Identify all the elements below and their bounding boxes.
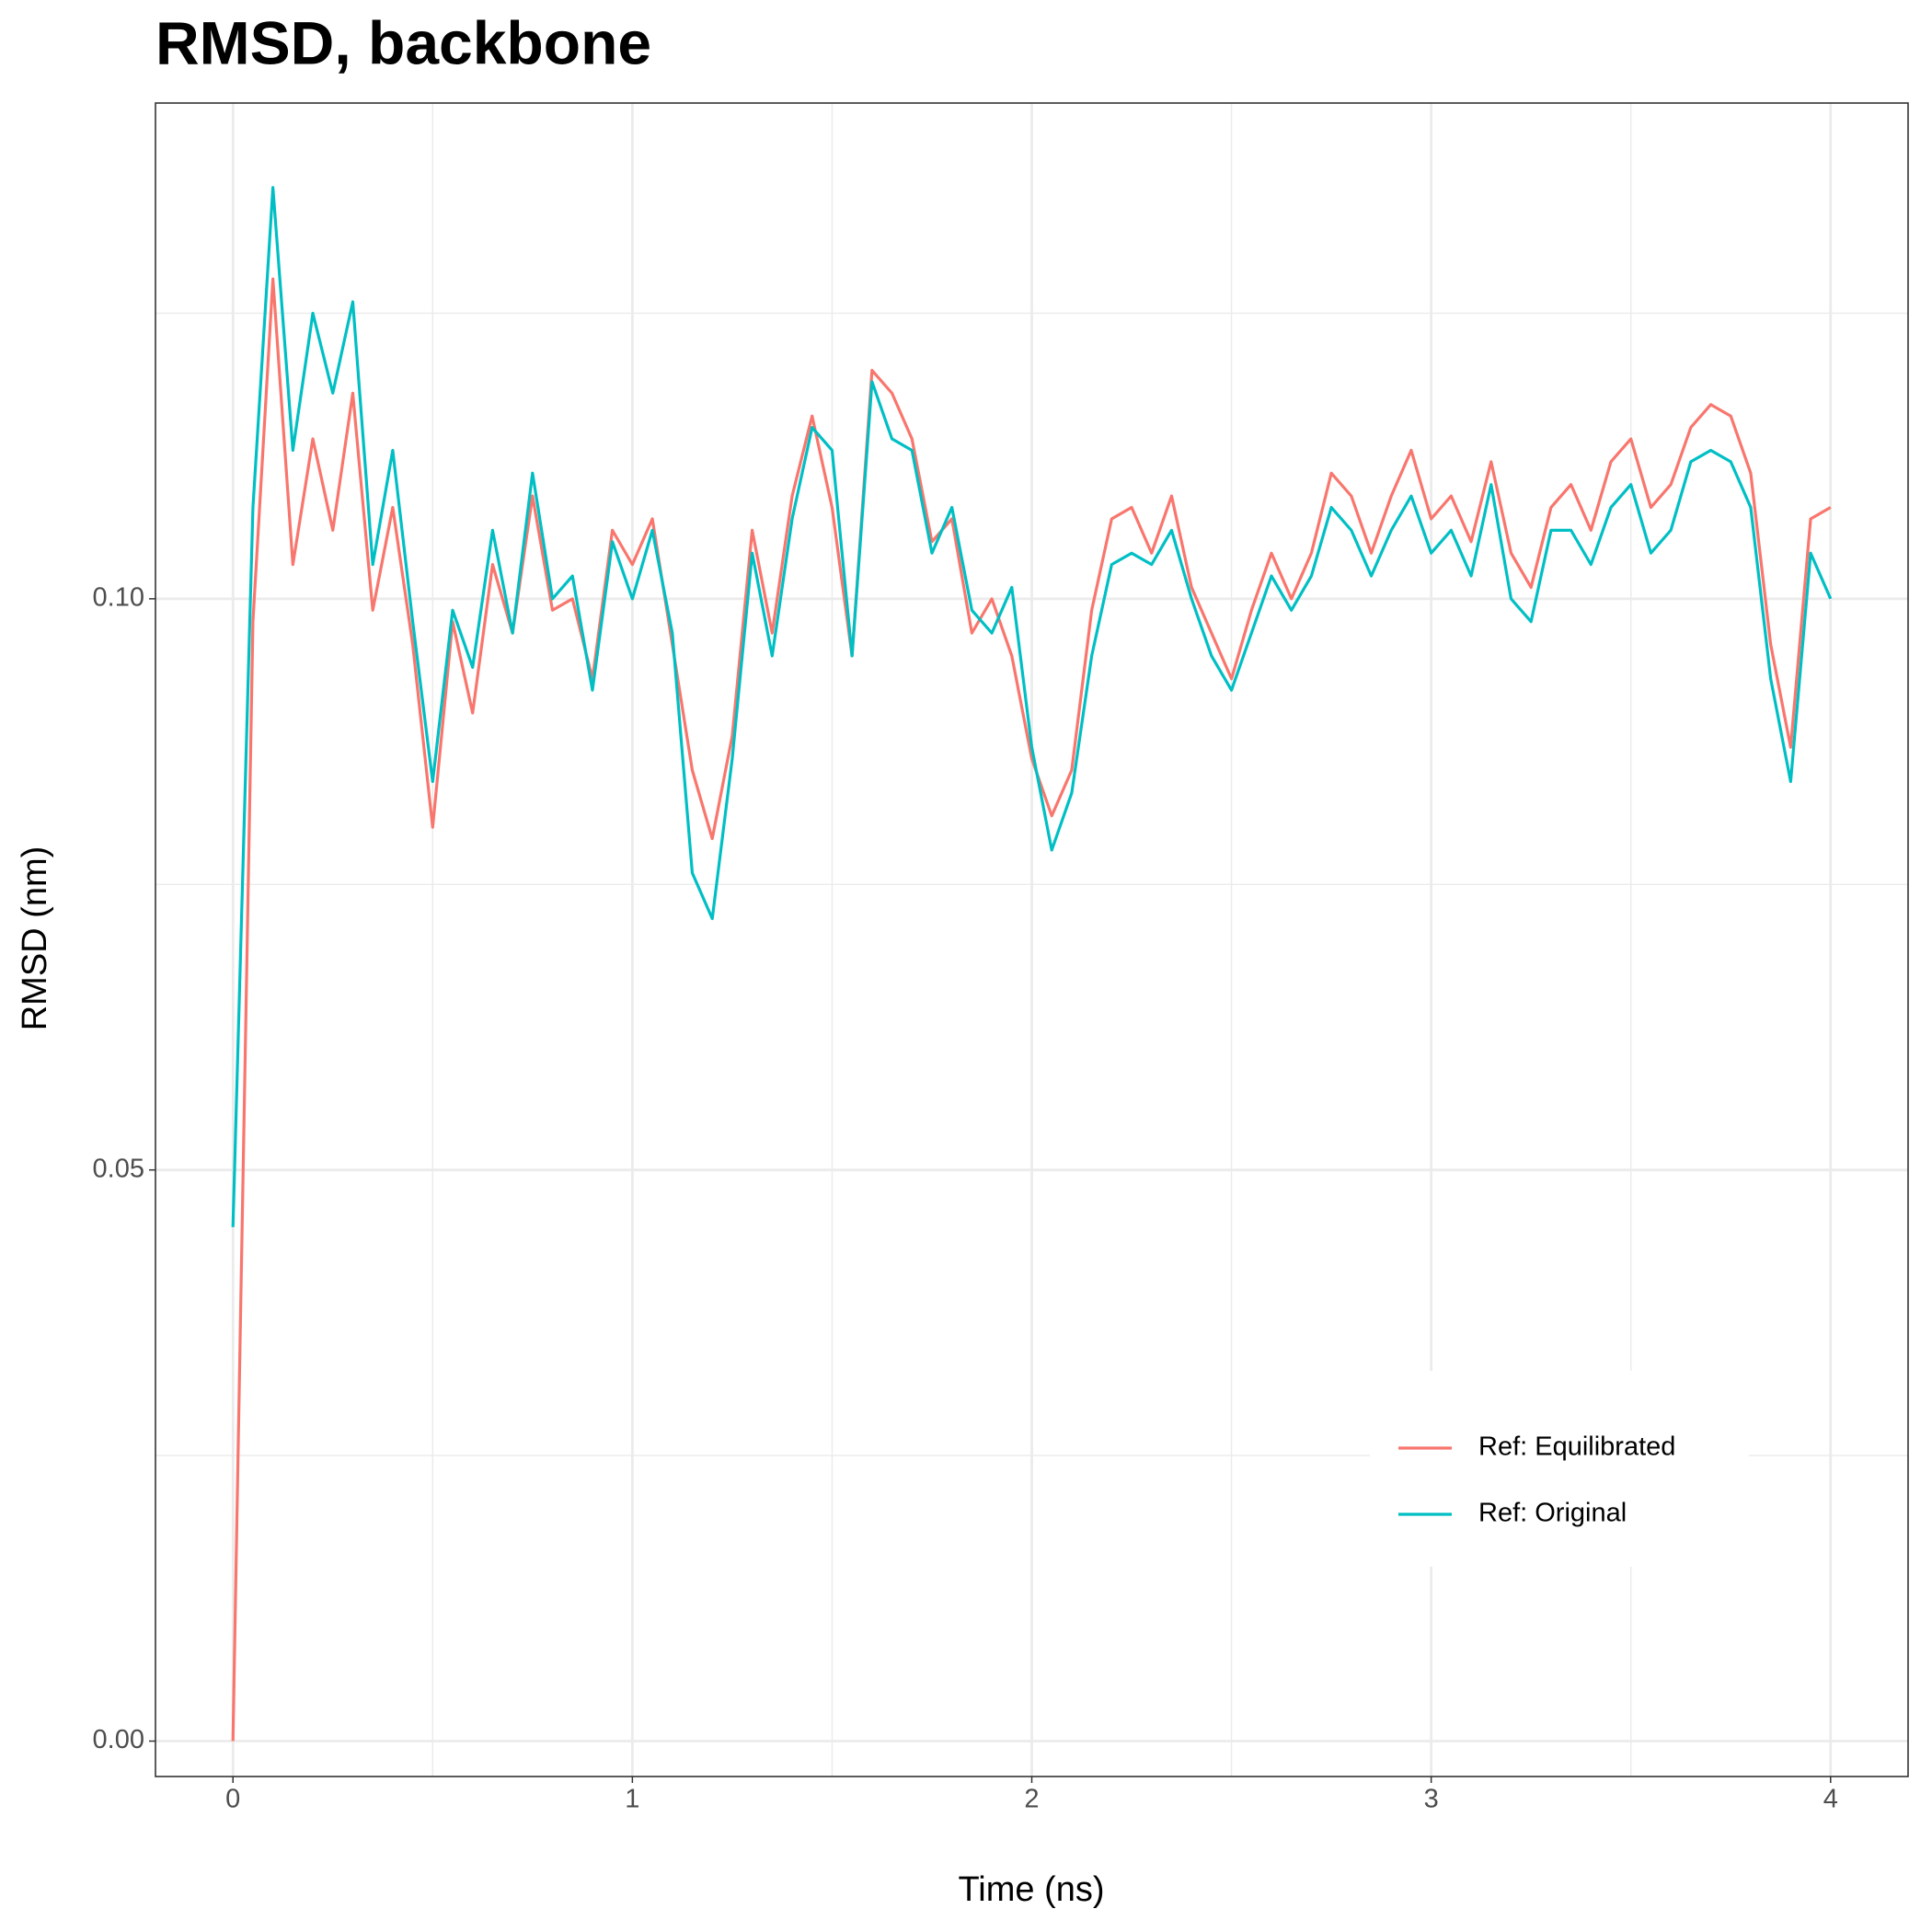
x-axis-title: Time (ns) <box>958 1870 1104 1909</box>
x-tick-label: 2 <box>1024 1785 1039 1814</box>
legend-background <box>1370 1371 1749 1567</box>
y-tick-label: 0.00 <box>93 1725 144 1754</box>
legend-label: Ref: Original <box>1478 1499 1627 1528</box>
chart-title: RMSD, backbone <box>155 8 651 76</box>
x-tick-label: 0 <box>225 1785 240 1814</box>
data-line <box>231 277 1832 1742</box>
legend-label: Ref: Equilibrated <box>1478 1432 1675 1462</box>
panel-border <box>155 102 1909 1777</box>
x-tick-label: 1 <box>625 1785 639 1814</box>
y-tick-label: 0.05 <box>93 1154 144 1183</box>
data-line <box>231 186 1833 1227</box>
y-axis-title: RMSD (nm) <box>16 846 54 1031</box>
x-tick-label: 3 <box>1424 1785 1439 1814</box>
x-tick-label: 4 <box>1823 1785 1838 1814</box>
y-tick-label: 0.10 <box>93 583 144 613</box>
